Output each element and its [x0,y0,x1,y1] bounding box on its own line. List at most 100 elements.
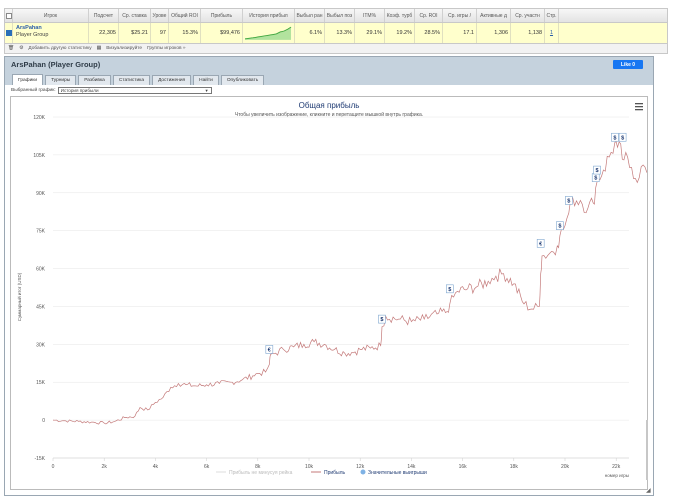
big-win-label: $ [380,317,383,323]
chart-legend: Прибыль не минусуя рейка Прибыль Значите… [216,469,427,476]
big-win-box [565,196,573,205]
col-avg-entrants[interactable]: Ср. участн [511,9,545,22]
col-page[interactable]: Стр. [545,9,559,22]
x-tick-label: 0 [52,464,55,470]
big-win-box [611,132,619,142]
big-win-box [593,165,601,175]
chart-subtitle: Чтобы увеличить изображение, кликните и … [235,111,423,118]
tab-statistics[interactable]: Статистика [112,75,151,85]
big-win-marker[interactable]: € [536,239,545,248]
big-win-marker[interactable]: $ [618,132,627,142]
big-win-box [536,239,545,248]
col-player[interactable]: Игрок [13,9,89,22]
col-avg-stake[interactable]: Ср. ставка [119,9,151,22]
cell-avg-stake: $25.21 [119,23,151,43]
chart-selector-label: Выбранный график: [11,88,56,93]
big-win-marker[interactable]: $ [593,165,601,175]
panel-title: ArsPahan (Player Group) [11,60,101,69]
col-count[interactable]: Подсчет [89,9,119,22]
select-all-checkbox[interactable] [5,9,13,22]
add-stat-icon[interactable]: ⚙ [19,46,24,51]
cell-total-roi: 15.3% [169,23,201,43]
tab-breakdown[interactable]: Разбивка [78,75,111,85]
profit-chart[interactable]: Общая прибыль Чтобы увеличить изображени… [10,96,648,490]
big-win-marker[interactable]: € [265,345,274,354]
tab-tournaments[interactable]: Турниры [45,75,77,85]
tab-publish[interactable]: Опубликовать [220,75,265,85]
cell-itm: 29.1% [355,23,385,43]
col-late-out[interactable]: Выбыл поз [325,9,355,22]
big-win-box [556,221,564,230]
table-row[interactable]: ArsPahan Player Group 22,305 $25.21 97 1… [5,23,667,44]
table-header: Игрок Подсчет Ср. ставка Урове Общий ROI… [5,9,667,23]
col-profit[interactable]: Прибыль [201,9,243,22]
player-name[interactable]: ArsPahan [16,25,42,31]
y-tick-label: 30K [36,342,46,348]
big-win-marker[interactable]: $ [565,196,573,205]
delete-icon[interactable]: 🗑 [8,46,15,51]
cell-profit: $99,476 [201,23,243,43]
cell-late-out: 13.3% [325,23,355,43]
big-win-box [445,284,454,294]
col-level[interactable]: Урове [151,9,169,22]
row-filler [559,23,667,43]
cell-count: 22,305 [89,23,119,43]
big-win-marker[interactable]: $ [591,173,600,182]
tab-find[interactable]: Найти [193,75,219,85]
big-win-label: $ [448,287,451,293]
x-tick-label: 16k [459,464,468,470]
big-win-label: $ [594,176,597,182]
scrollbar[interactable] [646,420,648,480]
visualize-icon[interactable]: ▦ [96,46,102,51]
visualize-link[interactable]: Визуализируйте [106,46,143,51]
col-profit-history[interactable]: История прибыл [243,9,295,22]
legend-item-big-wins[interactable]: Значительные выигрыши [368,470,427,476]
x-tick-label: 6k [204,464,210,470]
col-turbo-coef[interactable]: Коэф. турб [385,9,415,22]
cell-avg-entrants: 1,138 [511,23,545,43]
col-itm[interactable]: ITM% [355,9,385,22]
cell-avg-games: 17.1 [443,23,477,43]
big-win-marker[interactable]: $ [556,221,564,230]
col-avg-roi[interactable]: Ср. ROI [415,9,443,22]
big-win-marker[interactable]: $ [378,314,386,324]
player-groups-link[interactable]: Группы игроков » [147,46,186,51]
x-tick-label: 4k [153,464,159,470]
big-win-label: $ [595,168,598,174]
resize-handle[interactable]: ◢ [646,488,651,494]
col-early-out[interactable]: Выбыл ран [295,9,325,22]
tab-achievements[interactable]: Достижения [152,75,192,85]
y-tick-label: 90K [36,191,46,197]
panel-title-bar: ArsPahan (Player Group) Like 0 [5,57,653,72]
facebook-like-button[interactable]: Like 0 [613,60,643,69]
y-tick-label: 75K [36,229,46,235]
player-cell[interactable]: ArsPahan Player Group [13,23,89,43]
big-win-label: € [268,347,271,353]
col-avg-games[interactable]: Ср. игры / [443,9,477,22]
chart-menu-icon[interactable] [635,103,643,111]
col-filler [559,9,667,22]
big-win-marker[interactable]: $ [445,284,454,294]
row-checkbox[interactable] [5,23,13,43]
big-win-box [265,345,274,354]
panel-tabs: Графики Турниры Разбивка Статистика Дост… [5,72,653,85]
col-total-roi[interactable]: Общий ROI [169,9,201,22]
legend-item-profit[interactable]: Прибыль [324,470,346,476]
y-tick-label: 120K [33,115,45,121]
x-tick-label: 12k [356,464,365,470]
tab-graphs[interactable]: Графики [12,74,44,85]
y-tick-label: -15K [34,456,45,462]
cell-page[interactable]: 1 [545,23,559,43]
y-tick-label: 15K [36,380,46,386]
big-win-label: $ [621,135,624,141]
chart-select[interactable]: История прибыли [57,87,212,94]
big-win-marker[interactable]: $ [611,132,619,142]
legend-item-gross[interactable]: Прибыль не минусуя рейка [229,469,293,476]
big-win-label: $ [613,135,616,141]
x-tick-label: 22k [612,464,621,470]
chart-selector-row: Выбранный график: История прибыли [11,87,212,94]
add-stat-link[interactable]: Добавить другую статистику [28,46,92,51]
cell-level: 97 [151,23,169,43]
chart-svg[interactable]: Общая прибыль Чтобы увеличить изображени… [11,97,648,489]
col-active-days[interactable]: Активные д [477,9,511,22]
